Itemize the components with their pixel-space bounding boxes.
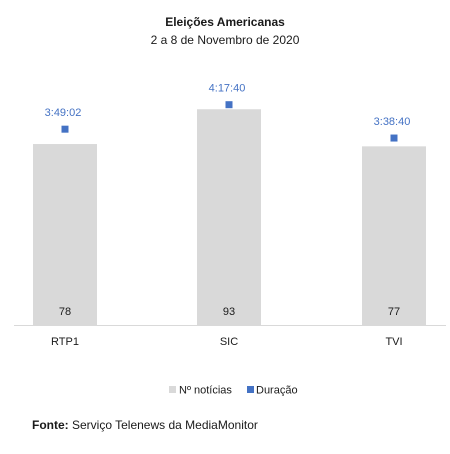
category-label-tvi: TVI <box>385 336 402 348</box>
duration-marker-tvi <box>390 134 398 142</box>
legend: Nº notícias Duração <box>169 385 298 397</box>
plot-area: 78 RTP1 3:49:02 93 SIC 4:17:40 77 TVI 3:38:40 <box>14 83 446 348</box>
legend-label-noticias: Nº notícias <box>179 385 232 397</box>
bar-value-sic: 93 <box>223 306 235 318</box>
source-note: Fonte: Serviço Telenews da MediaMonitor <box>32 418 258 432</box>
bar-rtp1 <box>33 144 97 325</box>
source-label: Fonte: <box>32 418 69 432</box>
bar-value-tvi: 77 <box>388 306 400 318</box>
bar-tvi <box>362 146 426 325</box>
duration-label-sic: 4:17:40 <box>209 83 246 95</box>
chart-subtitle: 2 a 8 de Novembro de 2020 <box>151 33 300 47</box>
source-text: Serviço Telenews da MediaMonitor <box>68 418 258 432</box>
legend-swatch-noticias <box>169 386 176 393</box>
category-label-rtp1: RTP1 <box>51 336 79 348</box>
duration-marker-sic <box>225 101 233 109</box>
chart-title: Eleições Americanas <box>165 15 285 29</box>
duration-label-tvi: 3:38:40 <box>374 116 411 128</box>
category-label-sic: SIC <box>220 336 238 348</box>
duration-marker-rtp1 <box>61 125 69 133</box>
legend-swatch-duracao <box>247 386 254 393</box>
duration-label-rtp1: 3:49:02 <box>45 107 82 119</box>
bar-value-rtp1: 78 <box>59 306 71 318</box>
legend-label-duracao: Duração <box>256 385 298 397</box>
bar-sic <box>197 109 261 326</box>
